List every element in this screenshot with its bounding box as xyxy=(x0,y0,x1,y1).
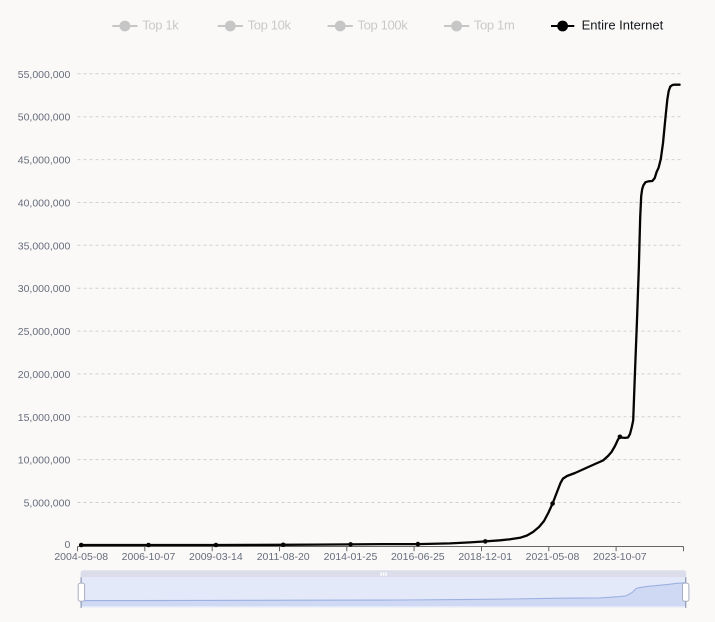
svg-text:45,000,000: 45,000,000 xyxy=(18,155,71,167)
svg-text:2021-05-08: 2021-05-08 xyxy=(526,551,580,563)
svg-text:Top 1k: Top 1k xyxy=(142,18,179,33)
svg-text:2004-05-08: 2004-05-08 xyxy=(54,551,108,563)
svg-text:2006-10-07: 2006-10-07 xyxy=(122,551,176,563)
svg-text:35,000,000: 35,000,000 xyxy=(18,240,71,252)
svg-text:2016-06-25: 2016-06-25 xyxy=(391,551,445,563)
svg-text:25,000,000: 25,000,000 xyxy=(18,326,71,338)
svg-text:Top 1m: Top 1m xyxy=(474,18,515,33)
svg-text:15,000,000: 15,000,000 xyxy=(18,412,71,424)
svg-text:55,000,000: 55,000,000 xyxy=(18,69,71,81)
svg-text:2023-10-07: 2023-10-07 xyxy=(593,551,647,563)
svg-text:30,000,000: 30,000,000 xyxy=(18,283,71,295)
svg-text:0: 0 xyxy=(64,539,70,551)
svg-text:2014-01-25: 2014-01-25 xyxy=(324,551,378,563)
svg-text:Top 10k: Top 10k xyxy=(248,18,292,33)
svg-text:50,000,000: 50,000,000 xyxy=(18,112,71,124)
svg-text:20,000,000: 20,000,000 xyxy=(18,369,71,381)
svg-text:2011-08-20: 2011-08-20 xyxy=(257,551,310,563)
svg-text:10,000,000: 10,000,000 xyxy=(18,455,71,467)
svg-text:40,000,000: 40,000,000 xyxy=(18,198,71,210)
svg-text:5,000,000: 5,000,000 xyxy=(24,498,71,510)
svg-text:Top 100k: Top 100k xyxy=(358,18,409,33)
svg-text:Entire Internet: Entire Internet xyxy=(582,18,664,33)
svg-text:2009-03-14: 2009-03-14 xyxy=(189,551,243,563)
svg-text:2018-12-01: 2018-12-01 xyxy=(458,551,512,563)
